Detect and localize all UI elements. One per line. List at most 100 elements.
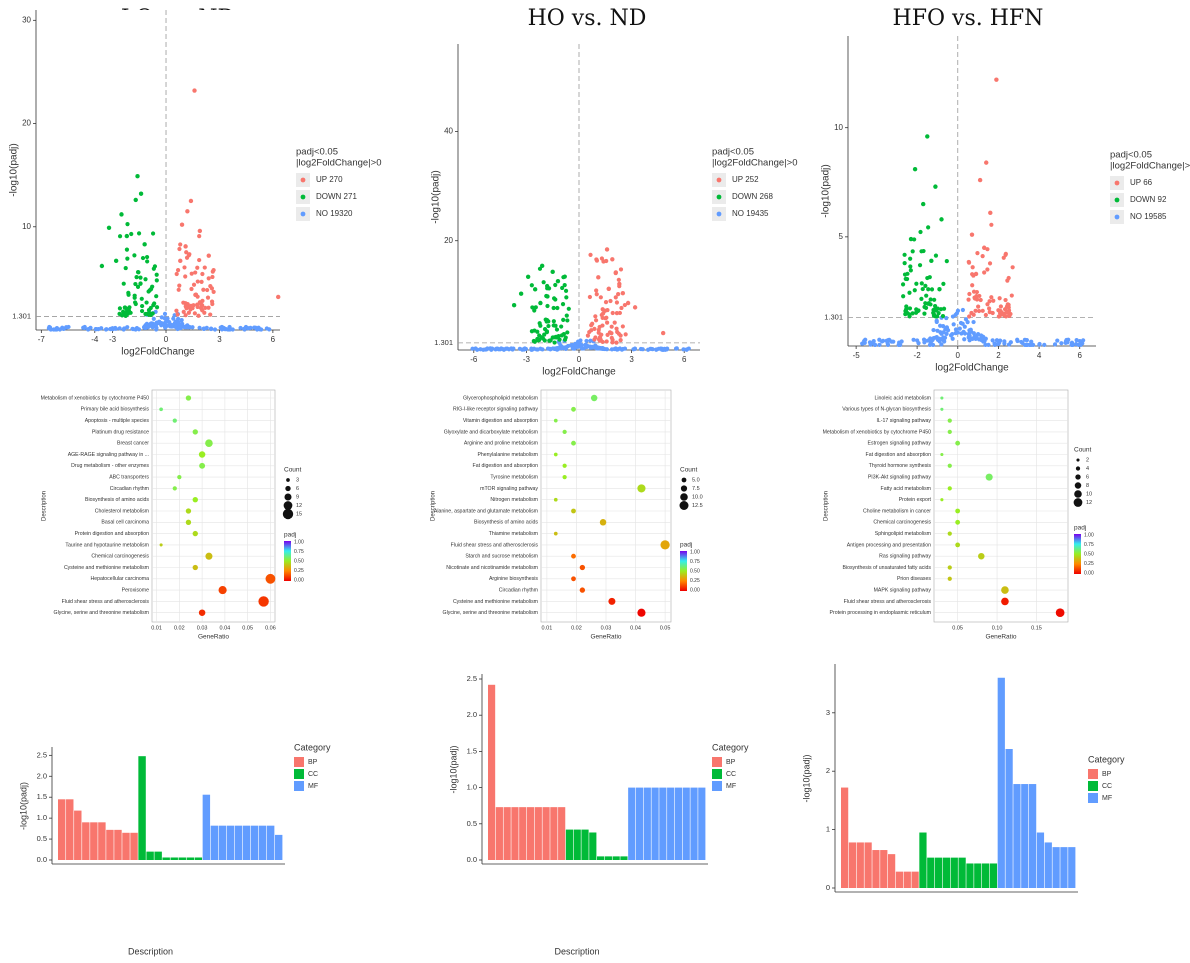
down-point	[564, 313, 569, 318]
up-point	[1003, 314, 1009, 319]
term-dot	[599, 519, 607, 526]
term-dot	[1055, 608, 1065, 618]
bar	[154, 851, 162, 860]
up-point	[994, 77, 999, 82]
down-point	[561, 317, 566, 322]
bar	[90, 822, 98, 860]
up-point	[596, 275, 601, 280]
term-dot	[553, 452, 558, 457]
up-point	[618, 338, 623, 343]
up-point	[202, 310, 207, 315]
legend-swatch	[712, 769, 722, 779]
down-point	[927, 275, 932, 280]
up-point	[614, 311, 620, 316]
down-point	[553, 282, 558, 288]
term-label: Estrogen signaling pathway	[868, 441, 932, 447]
up-point	[969, 232, 975, 237]
term-dot	[660, 540, 670, 550]
up-point	[593, 318, 599, 323]
down-point	[907, 290, 912, 295]
up-point	[974, 297, 980, 302]
term-label: Tyrosine metabolism	[490, 474, 538, 480]
no-point	[996, 338, 1001, 344]
legend-swatch	[1088, 769, 1098, 779]
term-dot	[947, 486, 952, 491]
up-point	[589, 323, 594, 328]
term-label: Antigen processing and presentation	[847, 542, 931, 548]
no-point	[960, 307, 965, 313]
legend-swatch	[300, 211, 306, 217]
bar	[667, 787, 675, 860]
bar	[841, 787, 849, 888]
up-point	[186, 253, 191, 258]
down-point	[923, 305, 929, 310]
bar	[888, 854, 896, 888]
legend-title: padj<0.05	[712, 147, 754, 158]
down-point	[539, 263, 545, 269]
panel-title: HO vs. ND	[527, 6, 647, 31]
down-point	[555, 305, 560, 311]
legend-label: NO 19585	[1130, 212, 1167, 221]
up-point	[617, 281, 622, 287]
bar	[534, 807, 542, 860]
legend-swatch	[1088, 793, 1098, 803]
term-label: Primary bile acid biosynthesis	[81, 407, 150, 413]
y-tick-label: 20	[444, 236, 453, 245]
bar	[848, 842, 857, 888]
no-point	[117, 326, 122, 331]
plot-panel	[151, 389, 276, 623]
down-point	[542, 332, 547, 337]
up-point	[593, 314, 598, 319]
colorbar-tick-label: 1.00	[294, 539, 304, 545]
bar	[58, 799, 66, 860]
plot-background	[36, 10, 280, 330]
no-point	[1037, 341, 1042, 347]
bar	[542, 807, 550, 860]
no-point	[151, 316, 156, 321]
up-point	[610, 310, 615, 316]
term-dot	[177, 474, 182, 480]
no-point	[579, 346, 585, 351]
up-point	[660, 330, 666, 336]
legend-swatch	[1114, 214, 1120, 220]
up-point	[625, 300, 631, 306]
size-legend-label: 10.0	[692, 494, 703, 500]
up-point	[598, 295, 603, 300]
bar	[146, 851, 154, 860]
no-point	[88, 325, 93, 330]
term-label: Glycine, serine and threonine metabolism	[54, 610, 149, 616]
term-label: Fat digestion and absorption	[866, 452, 932, 458]
bar	[258, 825, 267, 860]
legend-swatch	[712, 757, 722, 767]
size-legend-label: 6	[296, 486, 299, 492]
no-point	[654, 347, 659, 352]
down-point	[150, 284, 155, 289]
bar	[82, 822, 90, 860]
term-dot	[553, 531, 558, 536]
down-point	[139, 308, 145, 314]
term-dot	[562, 429, 567, 435]
no-point	[962, 337, 967, 342]
x-axis-title: GeneRatio	[985, 634, 1016, 641]
size-legend-dot	[1075, 474, 1081, 480]
down-point	[560, 285, 565, 291]
term-dot	[590, 394, 598, 402]
down-point	[931, 310, 936, 315]
x-tick-label: 3	[629, 355, 634, 364]
size-legend-dot	[284, 493, 292, 501]
down-point	[553, 297, 558, 302]
no-point	[506, 347, 512, 352]
up-point	[190, 304, 195, 309]
down-point	[923, 283, 928, 288]
no-point	[208, 326, 214, 332]
size-legend-dot	[286, 478, 290, 482]
term-label: Cholesterol metabolism	[95, 508, 149, 514]
down-point	[940, 313, 946, 319]
no-point	[82, 325, 87, 331]
no-point	[927, 342, 933, 348]
down-point	[932, 303, 938, 309]
up-point	[988, 210, 993, 216]
up-point	[976, 304, 981, 309]
